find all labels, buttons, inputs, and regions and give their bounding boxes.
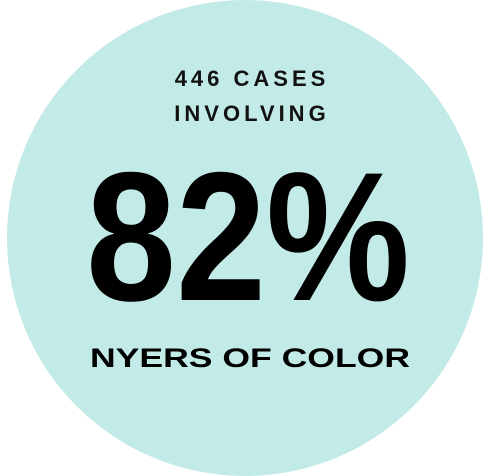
background-circle: [7, 0, 483, 476]
header-line: INVOLVING: [174, 101, 329, 126]
header-line: 446 CASES: [175, 66, 330, 91]
figure-group: 82%: [86, 134, 410, 339]
big-figure: 82%: [86, 134, 410, 339]
caption: NYERS OF COLOR: [90, 343, 410, 373]
